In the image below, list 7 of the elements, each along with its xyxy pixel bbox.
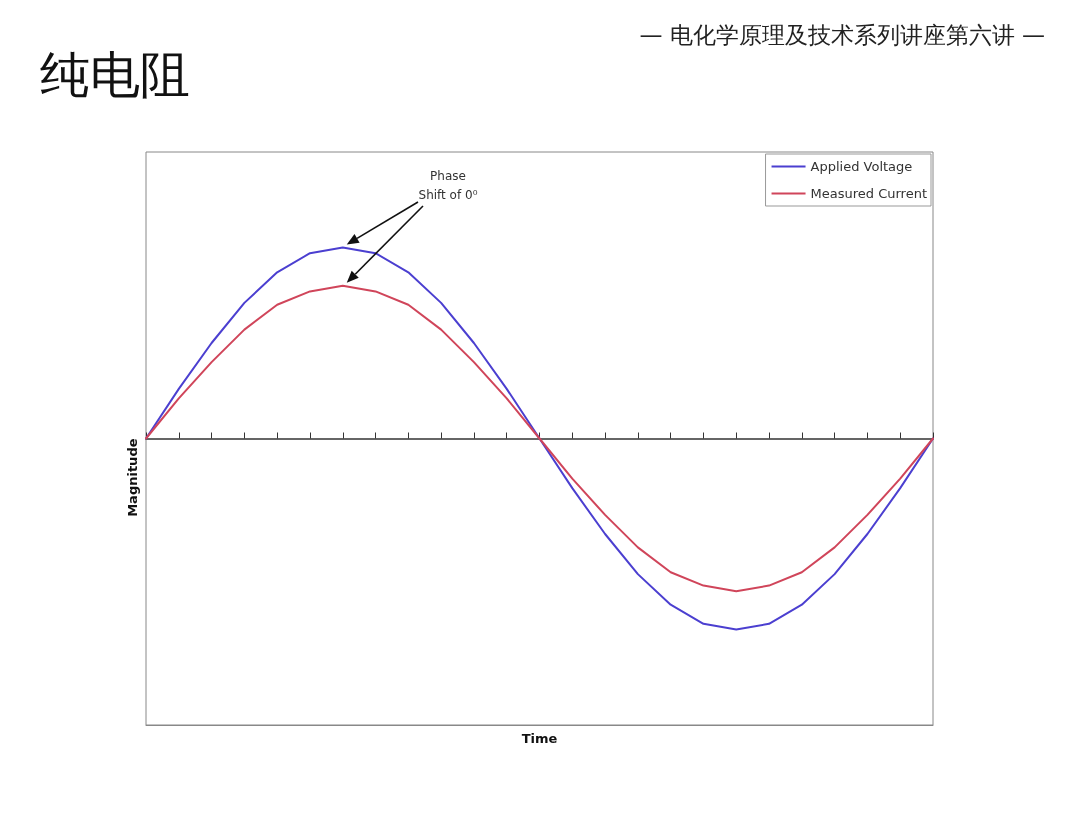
text: Time — [521, 731, 558, 746]
legend-label: Measured Current — [810, 186, 928, 201]
text: Phase Shift of 0⁰ — [418, 169, 478, 202]
chart-title: 纯电阻 — [40, 46, 190, 104]
chart-subtitle: — 电化学原理及技术系列讲座第六讲 — — [639, 21, 1045, 48]
legend-label: Applied Voltage — [810, 159, 913, 174]
y-axis-title: Magnitude — [125, 438, 140, 517]
